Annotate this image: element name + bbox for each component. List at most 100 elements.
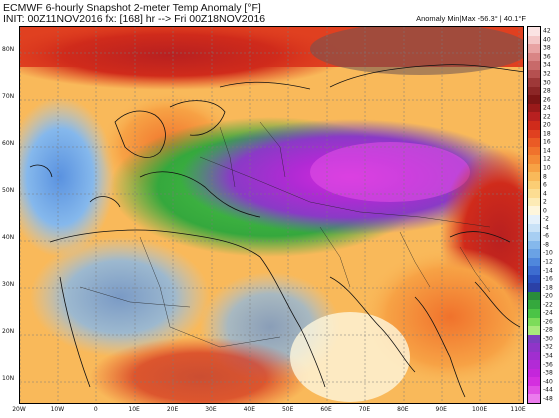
- colorbar-label: 36: [543, 53, 551, 61]
- colorbar-label: -8: [543, 241, 549, 249]
- colorbar-swatch: [528, 52, 540, 62]
- colorbar-label: -44: [543, 386, 553, 394]
- colorbar-label: 18: [543, 130, 551, 138]
- chart-title: ECMWF 6-hourly Snapshot 2-meter Temp Ano…: [3, 2, 261, 14]
- colorbar-swatch: [528, 129, 540, 139]
- colorbar-label: 28: [543, 87, 551, 95]
- colorbar-label: 8: [543, 173, 547, 181]
- country-borders: [79, 121, 491, 348]
- colorbar-label: 20: [543, 121, 551, 129]
- colorbar-label: -24: [543, 309, 553, 317]
- colorbar-swatch: [528, 309, 540, 319]
- colorbar-swatch: [528, 61, 540, 71]
- colorbar-swatch: [528, 163, 540, 173]
- colorbar-label: 26: [543, 96, 551, 104]
- colorbar-swatch: [528, 103, 540, 113]
- colorbar-label: 10: [543, 164, 551, 172]
- colorbar-label: 16: [543, 138, 551, 146]
- sahel-warm-anomaly: [90, 337, 310, 403]
- colorbar-swatch: [528, 351, 540, 361]
- colorbar-label: 12: [543, 155, 551, 163]
- colorbar-label: 34: [543, 61, 551, 69]
- colorbar-swatch: [528, 274, 540, 284]
- longitude-label: 10W: [50, 406, 65, 413]
- colorbar-swatch: [528, 334, 540, 344]
- longitude-label: 110E: [510, 406, 526, 413]
- colorbar-swatch: [528, 180, 540, 190]
- colorbar-swatch: [528, 257, 540, 267]
- latitude-label: 10N: [2, 375, 15, 382]
- colorbar-label: 22: [543, 113, 551, 121]
- colorbar-label: 42: [543, 27, 551, 35]
- colorbar-swatch: [528, 27, 540, 37]
- colorbar-swatch: [528, 121, 540, 131]
- colorbar-label: -38: [543, 369, 553, 377]
- colorbar-label: -48: [543, 395, 553, 403]
- init-time-label: INIT: 00Z11NOV2016 fx: [168] hr --> Fri …: [3, 13, 266, 25]
- colorbar-swatch: [528, 44, 540, 54]
- colorbar-swatch: [528, 86, 540, 96]
- colorbar-label: -20: [543, 292, 553, 300]
- colorbar-swatch: [528, 206, 540, 216]
- colorbar-swatch: [528, 223, 540, 233]
- longitude-label: 70E: [358, 406, 371, 413]
- longitude-label: 0: [93, 406, 98, 413]
- colorbar-swatch: [528, 172, 540, 182]
- colorbar-swatch: [528, 215, 540, 225]
- siberia-extreme-cold: [310, 142, 470, 202]
- colorbar-swatch: [528, 300, 540, 310]
- latitude-label: 80N: [2, 46, 15, 53]
- anomaly-map-canvas: [20, 27, 523, 403]
- colorbar-label: -10: [543, 249, 553, 257]
- atlantic-cold-anomaly: [20, 97, 115, 257]
- colorbar-label: 6: [543, 181, 547, 189]
- colorbar-label: 14: [543, 147, 551, 155]
- colorbar-swatch: [528, 35, 540, 45]
- colorbar-swatch: [528, 360, 540, 370]
- longitude-label: 20E: [166, 406, 179, 413]
- longitude-label: 40E: [243, 406, 256, 413]
- north-africa-cool-anomaly: [30, 237, 210, 357]
- colorbar-label: 4: [543, 190, 547, 198]
- longitude-label: 50E: [281, 406, 294, 413]
- longitude-label: 90E: [435, 406, 447, 413]
- latitude-label: 50N: [2, 187, 15, 194]
- colorbar: [527, 26, 541, 404]
- coastlines: [29, 64, 523, 398]
- colorbar-swatch: [528, 317, 540, 327]
- colorbar-label: 24: [543, 104, 551, 112]
- colorbar-label: 32: [543, 70, 551, 78]
- colorbar-swatch: [528, 146, 540, 156]
- longitude-label: 20W: [12, 406, 26, 413]
- colorbar-swatch: [528, 343, 540, 353]
- colorbar-label: -22: [543, 301, 553, 309]
- latitude-label: 20N: [2, 328, 15, 335]
- colorbar-label: -2: [543, 215, 549, 223]
- arabian-sea-neutral: [290, 312, 410, 402]
- colorbar-swatch: [528, 232, 540, 242]
- colorbar-swatch: [528, 69, 540, 79]
- colorbar-label: -6: [543, 232, 549, 240]
- anomaly-min-max-label: Anomaly Min|Max -56.3° | 40.1°F: [416, 14, 526, 23]
- colorbar-swatch: [528, 95, 540, 105]
- longitude-label: 10E: [128, 406, 140, 413]
- colorbar-swatch: [528, 189, 540, 199]
- colorbar-label: 30: [543, 79, 551, 87]
- colorbar-label: 38: [543, 44, 551, 52]
- anomaly-map: [19, 26, 524, 404]
- colorbar-swatch: [528, 326, 540, 336]
- colorbar-swatch: [528, 155, 540, 165]
- longitude-label: 100E: [471, 406, 488, 413]
- latitude-label: 30N: [2, 281, 15, 288]
- colorbar-swatch: [528, 283, 540, 293]
- colorbar-swatch: [528, 78, 540, 88]
- colorbar-label: -32: [543, 343, 553, 351]
- colorbar-label: 2: [543, 198, 547, 206]
- latitude-label: 40N: [2, 234, 15, 241]
- colorbar-label: -26: [543, 318, 553, 326]
- colorbar-label: -40: [543, 378, 553, 386]
- arctic-deep-warm: [310, 27, 523, 75]
- colorbar-label: 0: [543, 207, 547, 215]
- longitude-label: 80E: [397, 406, 409, 413]
- colorbar-swatch: [528, 368, 540, 378]
